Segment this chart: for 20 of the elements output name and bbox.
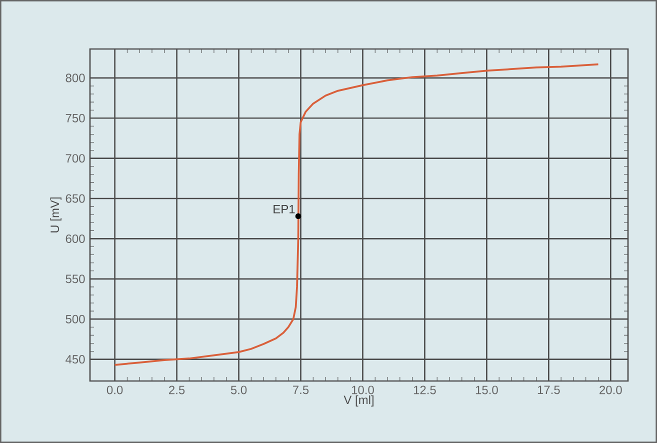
y-tick-label: 700 bbox=[66, 154, 85, 163]
x-tick-label: 2.5 bbox=[169, 386, 185, 394]
y-tick-label: 500 bbox=[66, 314, 85, 324]
x-tick-label: 5.0 bbox=[230, 386, 247, 394]
x-tick-label: 12.5 bbox=[414, 386, 436, 394]
x-tick-label: 20.0 bbox=[600, 386, 622, 394]
y-tick-label: 600 bbox=[66, 234, 85, 243]
annotation: EP1 bbox=[274, 205, 295, 214]
x-tick-label: 10.0 bbox=[352, 386, 374, 394]
y-tick-label: 450 bbox=[66, 355, 85, 364]
y-tick-label: 650 bbox=[66, 194, 85, 203]
x-tick-label: 7.5 bbox=[293, 386, 309, 394]
x-tick-label: 17.5 bbox=[538, 386, 560, 394]
y-tick-label: 800 bbox=[66, 74, 85, 82]
x-tick-label: 15.0 bbox=[476, 386, 498, 394]
x-axis-title: V [ml] bbox=[344, 395, 374, 407]
y-axis-title: U [mV] bbox=[50, 198, 62, 232]
x-tick-label: 0.0 bbox=[106, 386, 123, 394]
y-tick-label: 750 bbox=[66, 114, 85, 122]
y-tick-label: 550 bbox=[66, 274, 85, 284]
